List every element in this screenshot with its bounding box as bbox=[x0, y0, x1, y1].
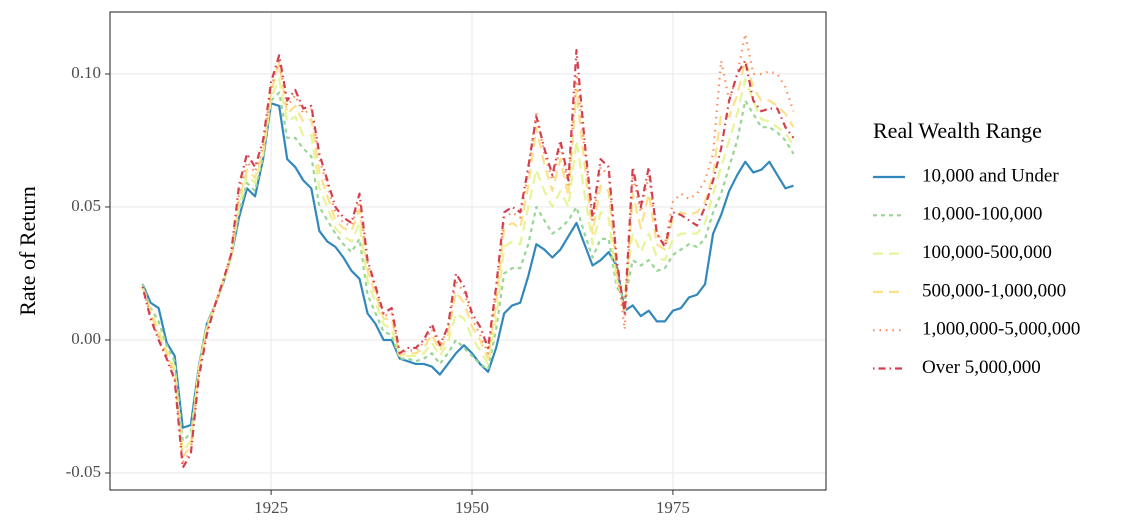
legend-label: 100,000-500,000 bbox=[922, 242, 1052, 263]
y-tick-label: 0.05 bbox=[71, 196, 101, 215]
series-line bbox=[141, 102, 794, 429]
x-tick-label: 1925 bbox=[254, 498, 288, 517]
legend-label: Over 5,000,000 bbox=[922, 357, 1041, 378]
y-axis-title: Rate of Return bbox=[15, 186, 40, 316]
legend-label: 10,000 and Under bbox=[922, 165, 1059, 186]
series-line bbox=[141, 32, 795, 464]
y-tick-label: 0.00 bbox=[71, 329, 101, 348]
y-tick-label: 0.10 bbox=[71, 63, 101, 82]
series-line bbox=[141, 78, 795, 453]
x-tick-label: 1975 bbox=[656, 498, 690, 517]
series-line bbox=[141, 59, 795, 459]
legend-label: 10,000-100,000 bbox=[922, 204, 1042, 225]
legend-label: 500,000-1,000,000 bbox=[922, 280, 1066, 301]
legend-title: Real Wealth Range bbox=[873, 118, 1042, 143]
y-tick-label: -0.05 bbox=[66, 462, 101, 481]
x-tick-label: 1950 bbox=[455, 498, 489, 517]
plot-border bbox=[109, 11, 827, 491]
legend-label: 1,000,000-5,000,000 bbox=[922, 319, 1080, 340]
